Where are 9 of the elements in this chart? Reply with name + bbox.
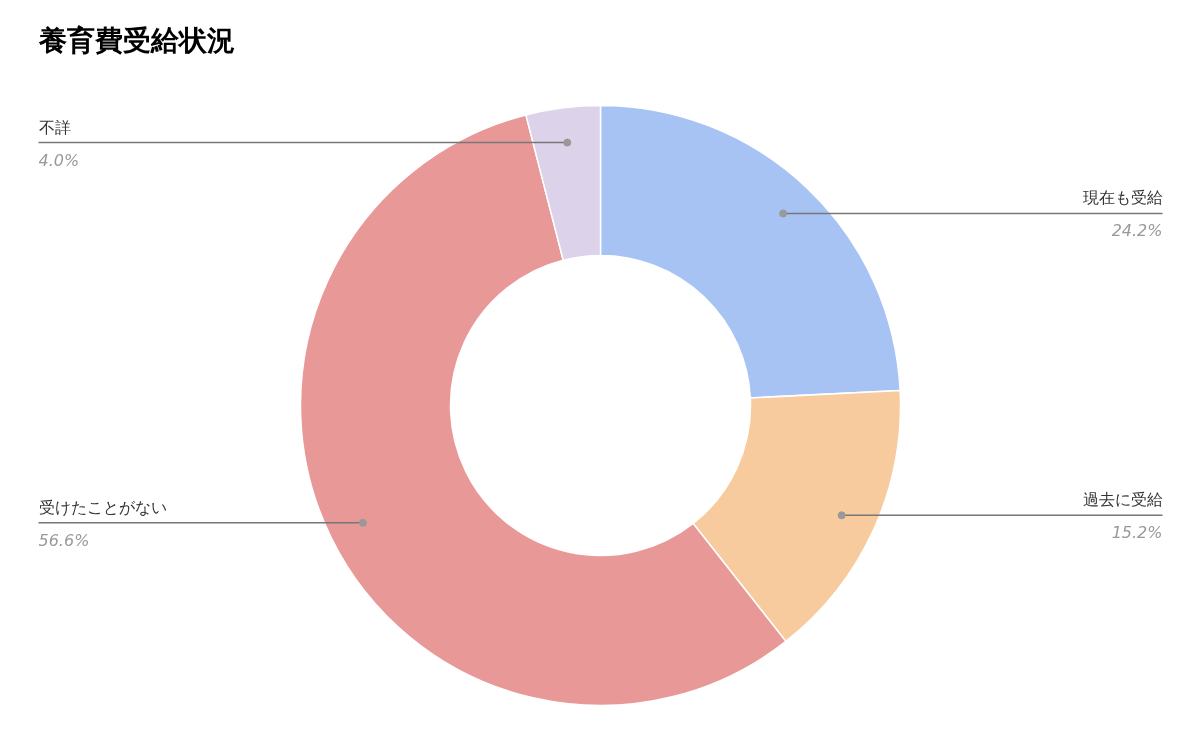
slice-label: 受けたことがない	[38, 497, 167, 517]
slice-label: 現在も受給	[1082, 188, 1163, 208]
data-label: 15.2%	[1111, 523, 1163, 543]
chart-title: 養育費受給状況	[37, 24, 235, 57]
data-label: 56.6%	[38, 530, 90, 550]
data-label: 4.0%	[38, 150, 80, 170]
slice-label: 過去に受給	[1082, 490, 1163, 510]
data-label: 24.2%	[1111, 221, 1163, 241]
slice-label: 不詳	[38, 117, 71, 137]
